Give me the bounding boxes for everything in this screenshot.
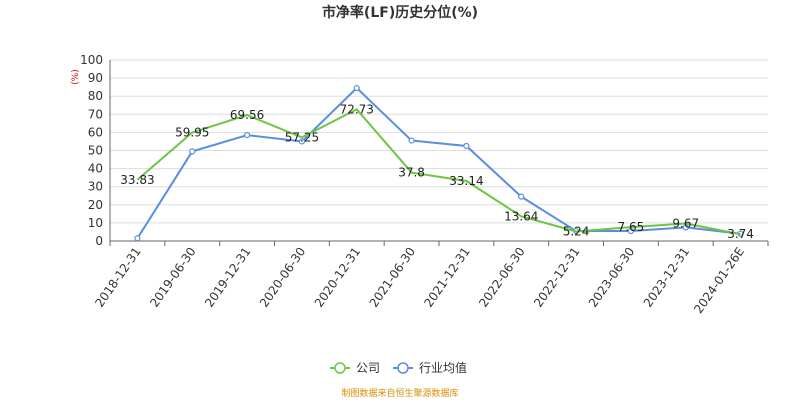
data-point bbox=[298, 138, 306, 145]
series-company bbox=[136, 108, 741, 236]
data-label: 3.74 bbox=[727, 227, 754, 241]
y-axis-unit: (%) bbox=[71, 69, 81, 85]
data-point bbox=[243, 132, 251, 139]
data-point bbox=[134, 235, 141, 242]
x-tick-label: 2021-12-31 bbox=[421, 245, 472, 310]
y-tick-label: 100 bbox=[80, 53, 103, 67]
legend-marker bbox=[334, 362, 346, 374]
data-label: 72.73 bbox=[340, 102, 374, 116]
y-tick-label: 40 bbox=[88, 162, 103, 176]
x-tick-label: 2021-06-30 bbox=[367, 245, 418, 310]
y-tick-label: 80 bbox=[88, 89, 103, 103]
data-label: 37.8 bbox=[398, 166, 425, 180]
y-tick-label: 0 bbox=[95, 234, 103, 248]
data-source-note: 制图数据来自恒生聚源数据库 bbox=[341, 387, 458, 399]
y-axis-ticks: 0 10 20 30 40 50 60 70 80 90 100 bbox=[80, 53, 103, 248]
data-label: 33.83 bbox=[120, 173, 154, 187]
data-label: 69.56 bbox=[230, 108, 264, 122]
y-tick-label: 60 bbox=[88, 125, 103, 139]
y-tick-label: 70 bbox=[88, 107, 103, 121]
x-axis: 2018-12-31 2019-06-30 2019-12-31 2020-06-30… bbox=[92, 240, 769, 316]
data-point bbox=[408, 137, 415, 144]
data-label: 57.25 bbox=[285, 130, 319, 144]
data-label: 33.14 bbox=[449, 174, 483, 188]
data-point bbox=[518, 193, 525, 200]
data-point bbox=[463, 142, 470, 150]
series-line bbox=[136, 86, 741, 239]
legend-label: 公司 bbox=[356, 361, 380, 375]
y-tick-label: 90 bbox=[88, 71, 103, 85]
x-tick-label: 2022-12-31 bbox=[531, 245, 582, 310]
x-tick-label: 2019-06-30 bbox=[147, 245, 198, 310]
x-tick-label: 2023-06-30 bbox=[586, 245, 637, 310]
series-industry-avg bbox=[134, 84, 744, 242]
grid-lines bbox=[109, 59, 768, 242]
data-label: 7.65 bbox=[618, 220, 645, 234]
data-labels: 33.83 59.95 69.56 57.25 72.73 37.8 33.14 13.64 5… bbox=[120, 102, 754, 241]
data-point bbox=[353, 84, 360, 92]
data-point bbox=[189, 148, 196, 155]
data-label: 5.24 bbox=[563, 225, 590, 239]
y-tick-label: 10 bbox=[88, 216, 103, 230]
data-label: 59.95 bbox=[175, 125, 209, 139]
x-tick-label: 2020-06-30 bbox=[257, 245, 308, 310]
data-point bbox=[682, 224, 689, 231]
y-tick-label: 20 bbox=[88, 198, 103, 212]
x-tick-label: 2023-12-31 bbox=[641, 245, 692, 310]
series-line bbox=[136, 108, 741, 236]
series-layer bbox=[134, 84, 744, 242]
legend[interactable]: 公司 行业均值 bbox=[330, 360, 467, 375]
x-tick-label: 2024-01-26E bbox=[691, 245, 747, 316]
x-tick-label: 2020-12-31 bbox=[312, 245, 363, 310]
y-tick-label: 50 bbox=[88, 144, 103, 158]
data-point bbox=[627, 227, 635, 235]
legend-label: 行业均值 bbox=[419, 360, 467, 375]
legend-item-company[interactable]: 公司 bbox=[330, 361, 380, 375]
x-tick-label: 2018-12-31 bbox=[92, 245, 143, 310]
data-label: 13.64 bbox=[504, 209, 538, 223]
legend-item-industry-avg[interactable]: 行业均值 bbox=[393, 360, 467, 375]
legend-marker bbox=[397, 362, 409, 374]
x-tick-label: 2019-12-31 bbox=[202, 245, 253, 310]
data-label: 9.67 bbox=[672, 216, 699, 230]
x-tick-label: 2022-06-30 bbox=[476, 245, 527, 310]
y-tick-label: 30 bbox=[88, 180, 103, 194]
chart-title: 市净率(LF)历史分位(%) bbox=[322, 4, 478, 21]
